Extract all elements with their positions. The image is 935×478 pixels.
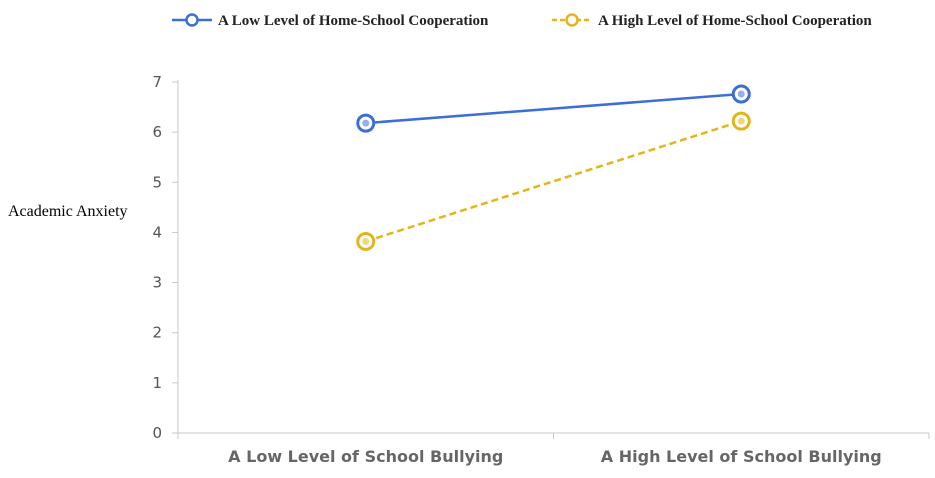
y-tick-label: 6: [152, 123, 162, 141]
chart-legend: A Low Level of Home-School Cooperation A …: [172, 13, 872, 29]
data-point-center: [362, 119, 370, 127]
legend-item[interactable]: A Low Level of Home-School Cooperation: [172, 13, 489, 29]
y-tick-label: 5: [152, 173, 162, 191]
legend-label: A High Level of Home-School Cooperation: [598, 13, 872, 29]
y-tick-label: 4: [152, 223, 162, 241]
y-tick-label: 3: [152, 274, 162, 292]
data-point-center: [362, 237, 370, 245]
data-point-center: [737, 90, 745, 98]
series-2: [356, 111, 751, 251]
y-tick-label: 1: [152, 374, 162, 392]
legend-item[interactable]: A High Level of Home-School Cooperation: [552, 13, 872, 29]
legend-marker: [185, 13, 199, 27]
series-line: [365, 119, 742, 243]
y-tick-label: 7: [152, 73, 162, 91]
series-line: [365, 92, 742, 125]
legend-label: A Low Level of Home-School Cooperation: [218, 13, 489, 29]
y-axis-label: Academic Anxiety: [8, 203, 128, 220]
series-group: [356, 84, 751, 251]
data-point-center: [737, 117, 745, 125]
x-tick-label: A Low Level of School Bullying: [228, 447, 503, 466]
x-tick-label: A High Level of School Bullying: [601, 447, 882, 466]
y-tick-label: 2: [152, 324, 162, 342]
y-tick-label: 0: [152, 424, 162, 442]
series-1: [356, 84, 751, 133]
legend-marker: [565, 13, 579, 27]
chart-axes: 0 1 2 3 4 5 6 7 A Low Level of School Bullying A …: [152, 73, 930, 466]
